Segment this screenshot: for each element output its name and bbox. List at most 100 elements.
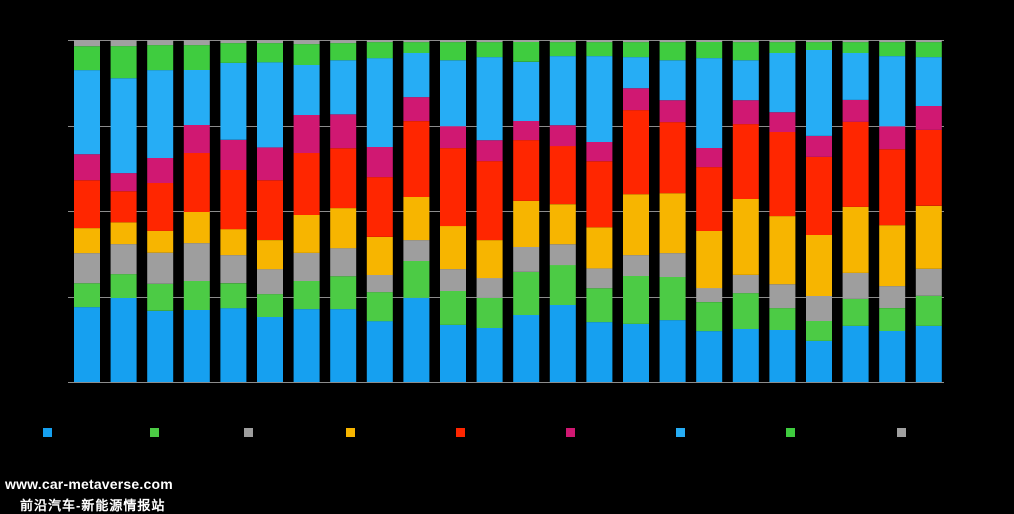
bar-9-segment-5 <box>366 177 393 237</box>
bar-8-segment-3 <box>330 248 357 277</box>
bar-6-segment-3 <box>257 269 283 295</box>
bar-11-segment-9 <box>440 40 466 43</box>
bar-19-segment-2 <box>732 293 759 329</box>
bar-23-segment-3 <box>879 286 906 308</box>
bar-10-segment-6 <box>403 97 430 121</box>
bar-24-segment-9 <box>915 40 942 43</box>
bar-21-segment-2 <box>806 321 832 341</box>
bar-14-segment-2 <box>549 265 576 305</box>
bar-6-segment-4 <box>257 240 283 270</box>
bar-22-segment-7 <box>842 53 869 100</box>
bar-23-segment-5 <box>879 149 906 226</box>
bar-9-segment-9 <box>366 40 393 43</box>
bar-8-segment-8 <box>330 43 357 61</box>
bar-22-segment-8 <box>842 42 869 53</box>
bar-22-segment-2 <box>842 298 869 326</box>
bar-17-segment-1 <box>659 320 686 382</box>
bar-14-segment-6 <box>549 125 576 147</box>
bar-10-segment-7 <box>403 53 430 98</box>
bar-1-segment-5 <box>74 180 100 229</box>
bar-18-segment-5 <box>696 167 723 231</box>
bar-16-segment-7 <box>623 57 649 89</box>
bar-7-segment-6 <box>293 115 320 153</box>
bar-1-segment-3 <box>74 253 100 284</box>
bar-1-segment-9 <box>74 40 100 47</box>
bar-9-segment-4 <box>366 237 393 275</box>
bar-16-segment-1 <box>623 323 649 382</box>
bar-22-segment-6 <box>842 99 869 122</box>
bar-13-segment-5 <box>513 140 540 201</box>
bars <box>74 40 942 382</box>
bar-15-segment-3 <box>586 268 613 289</box>
bar-17-segment-7 <box>659 60 686 101</box>
bar-14-segment-1 <box>549 305 576 382</box>
bar-12-segment-8 <box>476 42 503 58</box>
bar-7-segment-9 <box>293 40 320 45</box>
bar-2-segment-6 <box>110 173 137 192</box>
bar-8-segment-7 <box>330 60 357 115</box>
bar-12-segment-4 <box>476 240 503 279</box>
bar-1-segment-8 <box>74 46 100 71</box>
bar-3-segment-5 <box>147 183 174 231</box>
bar-3-segment-7 <box>147 70 174 158</box>
bar-5-segment-9 <box>220 40 247 44</box>
bar-12-segment-1 <box>476 328 503 382</box>
bar-21-segment-1 <box>806 340 832 382</box>
bar-18-segment-1 <box>696 331 723 382</box>
bar-20-segment-9 <box>769 40 796 43</box>
bar-13-segment-9 <box>513 40 540 42</box>
gridlines <box>68 40 944 383</box>
bar-3-segment-3 <box>147 252 174 284</box>
bar-19-segment-7 <box>732 60 759 101</box>
bar-14-segment-7 <box>549 56 576 126</box>
bar-10-segment-8 <box>403 42 430 53</box>
bar-13-segment-8 <box>513 42 540 62</box>
bar-10-segment-3 <box>403 240 430 261</box>
bar-9-segment-6 <box>366 147 393 178</box>
bar-1-segment-2 <box>74 283 100 308</box>
bar-23-segment-2 <box>879 308 906 331</box>
bar-5-segment-7 <box>220 62 247 140</box>
bar-13-segment-2 <box>513 272 540 315</box>
bar-10-segment-5 <box>403 121 430 197</box>
bar-21-segment-7 <box>806 49 832 136</box>
bar-17-segment-5 <box>659 122 686 194</box>
bar-9-segment-8 <box>366 42 393 59</box>
bar-4-segment-1 <box>183 310 210 382</box>
bar-17-segment-4 <box>659 193 686 254</box>
bar-8-segment-2 <box>330 276 357 310</box>
bar-18-segment-2 <box>696 302 723 332</box>
bar-20-segment-4 <box>769 216 796 285</box>
bar-17-segment-8 <box>659 42 686 61</box>
bar-8-segment-9 <box>330 40 357 44</box>
bar-18-segment-6 <box>696 148 723 168</box>
bar-21-segment-3 <box>806 296 832 321</box>
bar-8-segment-5 <box>330 148 357 209</box>
bar-6-segment-5 <box>257 180 283 240</box>
bar-11-segment-2 <box>440 291 466 325</box>
bar-11-segment-1 <box>440 324 466 382</box>
bar-2-segment-3 <box>110 244 137 275</box>
bar-14-segment-3 <box>549 244 576 266</box>
bar-17-segment-3 <box>659 253 686 277</box>
bar-11-segment-6 <box>440 126 466 149</box>
bar-11-segment-7 <box>440 60 466 127</box>
bar-19-segment-3 <box>732 275 759 294</box>
bar-23-segment-4 <box>879 225 906 287</box>
bar-1-segment-4 <box>74 228 100 254</box>
legend-marker-8 <box>786 428 795 437</box>
bar-16-segment-6 <box>623 88 649 111</box>
bar-14-segment-5 <box>549 146 576 205</box>
bar-24-segment-1 <box>915 325 942 382</box>
bar-12-segment-7 <box>476 57 503 141</box>
bar-8-segment-4 <box>330 208 357 249</box>
bar-1-segment-6 <box>74 154 100 181</box>
bar-16-segment-9 <box>623 40 649 43</box>
legend-marker-6 <box>566 428 575 437</box>
legend-marker-7 <box>676 428 685 437</box>
bar-7-segment-4 <box>293 214 320 253</box>
bar-12-segment-9 <box>476 40 503 43</box>
bar-1-segment-1 <box>74 307 100 382</box>
bar-19-segment-8 <box>732 42 759 61</box>
